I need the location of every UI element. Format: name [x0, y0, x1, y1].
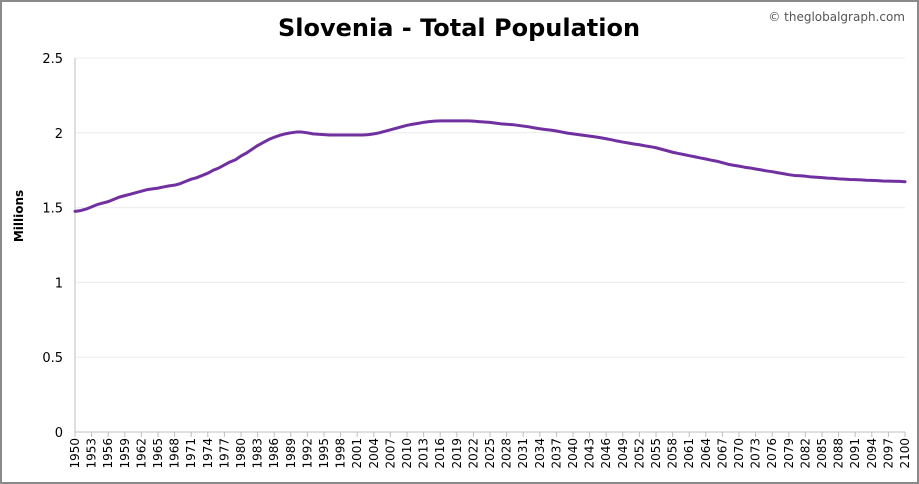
- y-tick-label: 1: [55, 276, 63, 291]
- x-tick-label: 1959: [118, 438, 132, 469]
- x-tick-label: 2016: [433, 438, 447, 469]
- x-tick-label: 2043: [583, 438, 597, 469]
- y-tick-label: 1.5: [42, 202, 63, 217]
- x-tick-label: 2085: [815, 438, 829, 469]
- x-tick-label: 1995: [317, 438, 331, 469]
- x-tick-label: 2004: [367, 438, 381, 469]
- y-tick-label: 2: [55, 127, 63, 142]
- population-line: [73, 119, 907, 213]
- x-tick-label: 2088: [832, 438, 846, 469]
- x-tick-label: 1989: [284, 438, 298, 469]
- x-tick-label: 2007: [383, 438, 397, 469]
- x-tick-label: 2037: [549, 438, 563, 469]
- x-tick-label: 1977: [217, 438, 231, 469]
- x-tick-label: 2040: [566, 438, 580, 469]
- x-tick-label: 1950: [68, 438, 82, 469]
- x-tick-label: 2061: [682, 438, 696, 469]
- x-tick-label: 2091: [848, 438, 862, 469]
- x-tick-label: 2064: [699, 438, 713, 469]
- x-tick-label: 2034: [533, 438, 547, 469]
- x-tick-label: 1965: [151, 438, 165, 469]
- x-tick-label: 2097: [881, 438, 895, 469]
- x-tick-label: 2031: [516, 438, 530, 469]
- x-tick-label: 2013: [417, 438, 431, 469]
- y-tick-label: 0: [55, 426, 63, 441]
- x-tick-label: 1983: [251, 438, 265, 469]
- y-tick-label: 0.5: [42, 351, 63, 366]
- y-tick-label: 2.5: [42, 52, 63, 67]
- x-tick-label: 1998: [334, 438, 348, 469]
- x-tick-label: 1962: [134, 438, 148, 469]
- x-tick-label: 2076: [765, 438, 779, 469]
- x-tick-label: 2019: [450, 438, 464, 469]
- chart-title: Slovenia - Total Population: [278, 14, 640, 42]
- x-tick-labels: 1950 1953 1956 1959 1962 1965 1968 1971 1974 1977…: [68, 438, 912, 469]
- y-tick-labels: 0 0.5 1 1.5 2 2.5: [42, 52, 63, 441]
- x-tick-label: 1986: [267, 438, 281, 469]
- credit-label[interactable]: © theglobalgraph.com: [768, 10, 905, 24]
- x-tick-label: 2094: [865, 438, 879, 469]
- x-tick-label: 2001: [350, 438, 364, 469]
- x-tick-label: 2046: [599, 438, 613, 469]
- x-tick-label: 2055: [649, 438, 663, 469]
- x-tick-label: 2022: [466, 438, 480, 469]
- x-tick-label: 2058: [666, 438, 680, 469]
- x-tick-label: 2070: [732, 438, 746, 469]
- x-tick-label: 1980: [234, 438, 248, 469]
- x-tick-label: 1956: [101, 438, 115, 469]
- x-tick-label: 1971: [184, 438, 198, 469]
- x-tick-label: 1953: [85, 438, 99, 469]
- x-tick-label: 2052: [632, 438, 646, 469]
- axes: [74, 58, 906, 437]
- series-population: [73, 119, 907, 213]
- y-axis-label: Millions: [12, 190, 26, 242]
- x-tick-label: 2049: [616, 438, 630, 469]
- x-tick-label: 1968: [168, 438, 182, 469]
- x-tick-label: 2079: [782, 438, 796, 469]
- x-tick-label: 2073: [749, 438, 763, 469]
- grid-lines: [75, 57, 905, 358]
- x-tick-label: 2100: [898, 438, 912, 469]
- x-tick-label: 2082: [798, 438, 812, 469]
- x-tick-label: 2010: [400, 438, 414, 469]
- x-tick-label: 2067: [715, 438, 729, 469]
- x-tick-label: 1974: [201, 438, 215, 469]
- x-tick-label: 2028: [500, 438, 514, 469]
- x-tick-label: 1992: [300, 438, 314, 469]
- x-tick-label: 2025: [483, 438, 497, 469]
